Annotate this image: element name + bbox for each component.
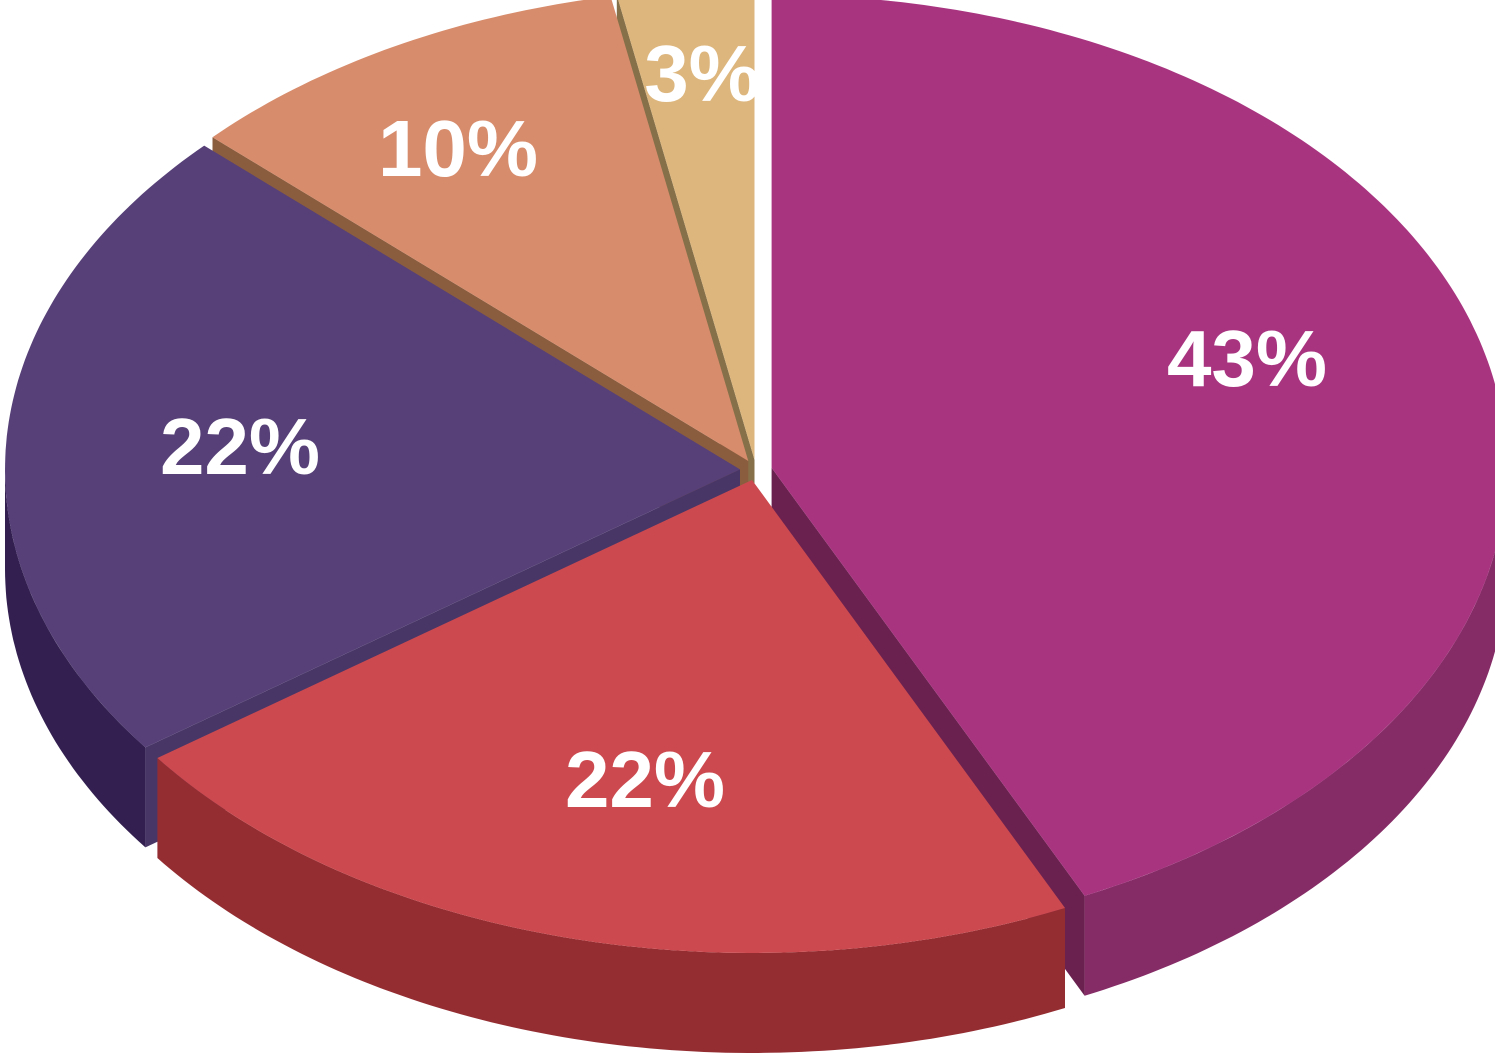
slice-label-22-percent-purple: 22% xyxy=(160,402,320,491)
pie-slice-43-percent-top xyxy=(771,0,1495,896)
pie-slice-22-percent-purple-side xyxy=(5,469,146,848)
slice-label-43-percent: 43% xyxy=(1167,314,1327,403)
pie-slice-10-percent-top xyxy=(212,0,749,461)
pie-slice-22-percent-red-top xyxy=(157,480,1065,953)
slice-label-10-percent: 10% xyxy=(378,104,538,193)
pie-slice-43-percent-side xyxy=(1084,551,1495,996)
pie-slice-3-percent-top xyxy=(618,0,755,460)
pie-slice-22-percent-red-side xyxy=(157,758,1065,1053)
slice-label-3-percent: 3% xyxy=(644,29,760,118)
pie-slice-22-percent-purple-top xyxy=(5,145,740,748)
slice-label-22-percent-red: 22% xyxy=(565,735,725,824)
